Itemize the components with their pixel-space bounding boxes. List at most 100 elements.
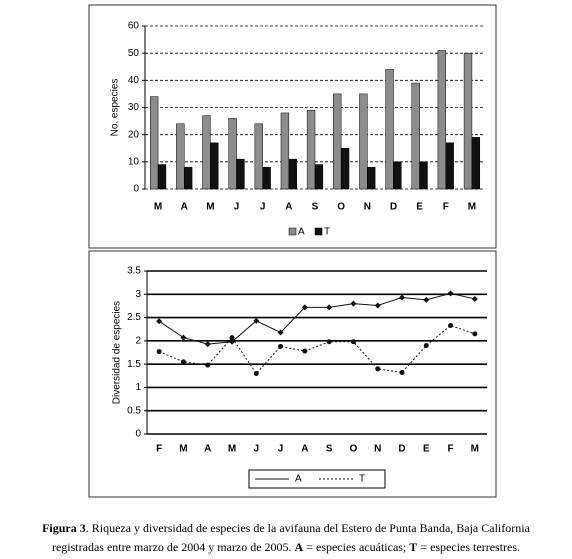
point — [229, 335, 235, 341]
y-tick-label: 2 — [135, 335, 141, 346]
caption-text: registradas entre marzo de 2004 y marzo … — [52, 540, 292, 554]
bar — [183, 167, 193, 190]
bar — [385, 69, 394, 190]
x-tick-label: J — [234, 202, 240, 213]
y-tick-label: 40 — [128, 75, 140, 86]
legend-label: T — [359, 474, 365, 485]
x-tick-label: A — [181, 202, 188, 213]
bar — [149, 96, 159, 190]
x-tick-label: N — [364, 202, 371, 213]
point — [156, 318, 163, 325]
bar — [176, 123, 185, 190]
bar — [367, 167, 376, 190]
point — [180, 334, 187, 341]
bar — [419, 161, 428, 190]
bar — [333, 93, 342, 190]
point — [277, 329, 284, 336]
point — [253, 370, 259, 376]
point — [423, 296, 430, 303]
x-tick-label: E — [416, 202, 423, 213]
x-tick-label: M — [471, 444, 479, 455]
x-tick-label: O — [350, 444, 358, 455]
bar — [157, 164, 167, 190]
bar — [393, 161, 402, 190]
x-tick-label: A — [204, 444, 211, 455]
bar — [340, 148, 350, 190]
point — [399, 294, 405, 301]
x-tick-label: J — [254, 444, 260, 455]
x-tick-label: E — [423, 444, 430, 455]
bar-chart: 0 10 20 30 40 50 60 No. especies M A M J J A S O N D E F M A T — [110, 21, 485, 238]
x-tick-label: F — [448, 444, 454, 455]
x-tick-label: F — [156, 444, 162, 455]
y-tick-label: 0 — [135, 429, 141, 440]
caption-key: T — [409, 540, 417, 554]
bar — [463, 52, 473, 190]
x-tick-label: M — [228, 444, 236, 455]
bar — [437, 50, 447, 190]
bar — [254, 123, 263, 190]
y-tick-label: 1.5 — [127, 359, 141, 370]
bar — [471, 137, 481, 190]
x-tick-label: M — [154, 202, 162, 213]
legend-swatch — [288, 227, 297, 236]
caption-text: = especies acuáticas; — [306, 540, 406, 554]
y-tick-label: 20 — [128, 129, 140, 140]
line-chart: 0 0.5 1 1.5 2 2.5 3 3.5 Diversidad de especies F M… — [112, 266, 487, 489]
caption-text: = especies terrestres. — [420, 540, 520, 554]
point — [448, 322, 454, 328]
panel-frame — [88, 4, 497, 249]
x-tick-label: M — [468, 202, 476, 213]
point — [302, 348, 308, 354]
x-tick-label: M — [179, 444, 187, 455]
point — [278, 343, 284, 349]
point — [350, 300, 357, 307]
point — [326, 339, 332, 345]
x-tick-label: A — [285, 202, 292, 213]
x-tick-label: D — [398, 444, 405, 455]
point — [253, 317, 260, 324]
point — [399, 370, 405, 376]
bar — [288, 158, 297, 190]
panel-frame — [88, 250, 497, 498]
y-tick-label: 50 — [128, 48, 140, 59]
point — [374, 302, 381, 309]
y-tick-label: 2.5 — [127, 312, 141, 323]
y-tick-label: 1 — [135, 382, 141, 393]
series-line — [158, 324, 476, 375]
point — [350, 339, 356, 345]
caption-text: . Riqueza y diversidad de especies de la… — [86, 521, 531, 535]
x-tick-label: S — [326, 444, 333, 455]
y-tick-label: 10 — [128, 156, 140, 167]
bar — [306, 109, 316, 190]
legend-swatch — [314, 227, 323, 236]
bar — [236, 158, 245, 190]
point — [375, 366, 381, 372]
legend-label: T — [324, 227, 330, 238]
bar — [411, 82, 420, 190]
bar — [228, 118, 237, 190]
bar — [359, 93, 368, 190]
legend-box — [248, 469, 386, 489]
caption-label: Figura 3 — [42, 521, 86, 535]
y-tick-label: 0 — [133, 184, 139, 195]
x-tick-label: O — [337, 202, 345, 213]
x-tick-label: J — [260, 202, 266, 213]
bar — [202, 115, 211, 190]
x-tick-label: F — [443, 202, 449, 213]
bar — [280, 112, 290, 190]
point — [204, 341, 211, 348]
y-tick-label: 60 — [128, 21, 140, 32]
point — [229, 338, 235, 345]
y-tick-label: 3 — [135, 289, 141, 300]
bar — [445, 142, 454, 190]
legend-label: A — [298, 227, 305, 238]
point — [156, 349, 162, 355]
point — [447, 290, 454, 297]
y-axis-label: No. especies — [110, 79, 121, 137]
caption-key: A — [295, 540, 304, 554]
x-tick-label: J — [278, 444, 284, 455]
x-tick-label: A — [301, 444, 308, 455]
point — [301, 304, 308, 311]
